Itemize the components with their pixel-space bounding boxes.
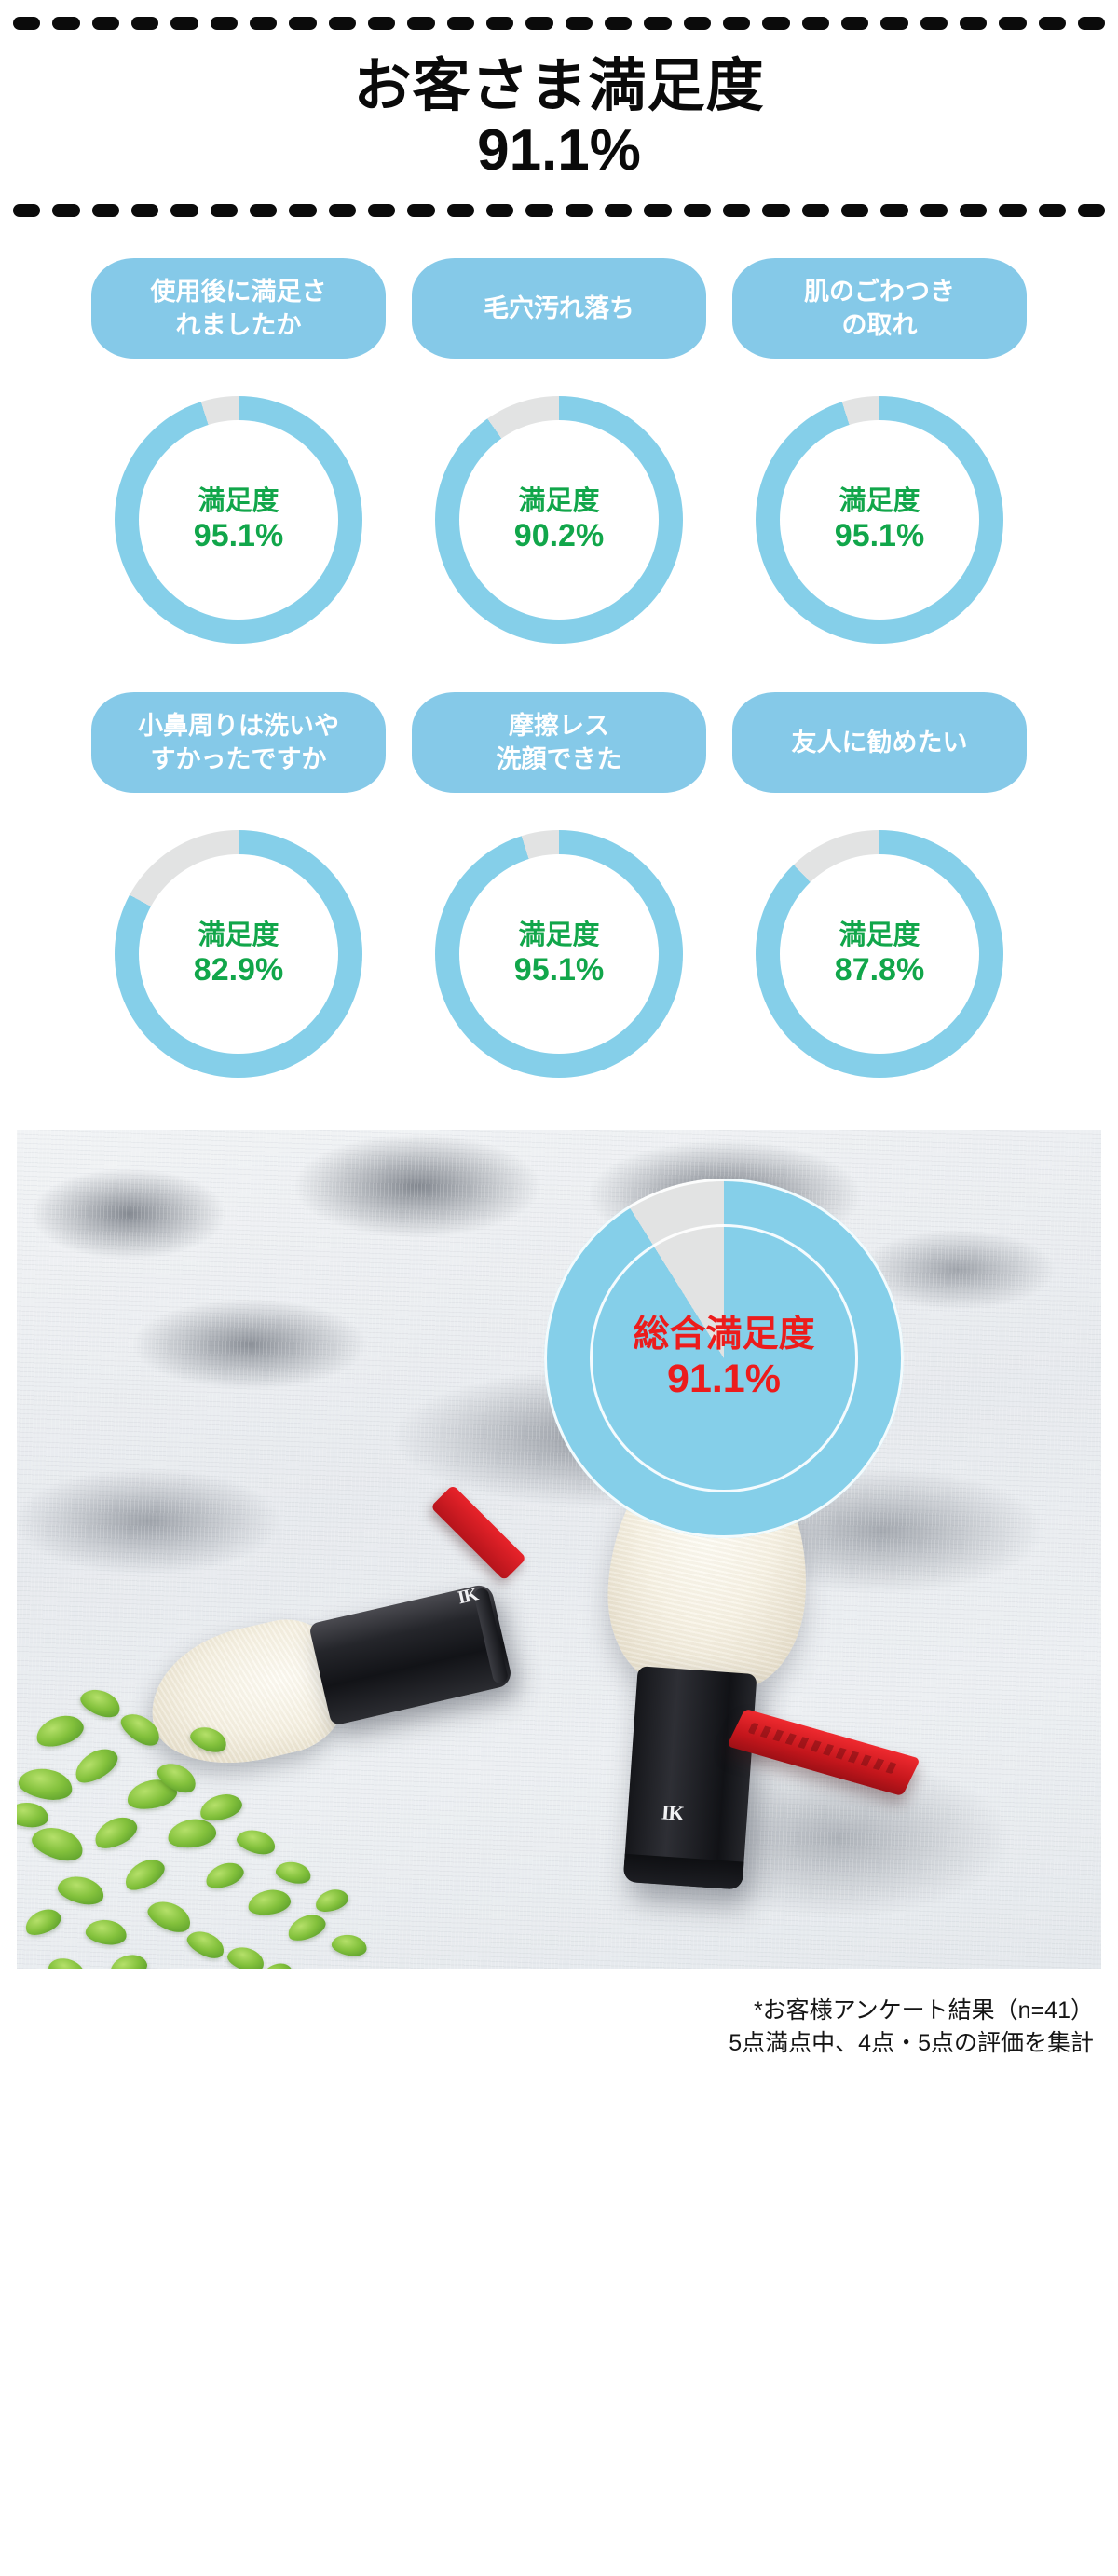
footnote-line-2: 5点満点中、4点・5点の評価を集計 xyxy=(729,2030,1094,2057)
donut-metric-label: 満足度 xyxy=(198,920,280,950)
donut-center-q6: 満足度 87.8% xyxy=(756,830,1003,1078)
leaf-icon xyxy=(69,1741,123,1789)
leaf-icon xyxy=(166,1816,218,1851)
leaf-icon xyxy=(312,1885,351,1915)
leaf-icon xyxy=(20,1903,65,1940)
leaf-icon xyxy=(284,1909,329,1945)
leaf-icon xyxy=(197,1790,245,1825)
leaf-icon xyxy=(225,1942,267,1969)
donut-chart-q6: 満足度 87.8% xyxy=(756,829,1003,1078)
brand-logo-icon: IK xyxy=(661,1800,685,1825)
donut-value: 90.2% xyxy=(513,517,605,553)
question-pill-q1: 使用後に満足さ れましたか xyxy=(91,257,386,359)
leaf-icon xyxy=(143,1895,196,1938)
green-foliage xyxy=(17,1680,399,1969)
footnote: *お客様アンケート結果（n=41） 5点満点中、4点・5点の評価を集計 xyxy=(0,1995,1118,2061)
donut-metric-label: 満足度 xyxy=(198,485,280,516)
donut-cell-q4: 満足度 82.9% xyxy=(91,829,386,1078)
leaf-icon xyxy=(202,1858,247,1893)
donut-hole xyxy=(459,853,659,1054)
overall-donut-chart: 総合満足度 91.1% xyxy=(544,1178,904,1538)
leaf-icon xyxy=(17,1800,50,1830)
question-pill-q5: 摩擦レス 洗顔できた xyxy=(412,691,706,793)
donut-center-q1: 満足度 95.1% xyxy=(115,396,362,644)
leaf-icon xyxy=(107,1951,150,1969)
question-pill-row-2: 小鼻周りは洗いや すかったですか 摩擦レス 洗顔できた 友人に勧めたい xyxy=(0,691,1118,793)
donut-value: 95.1% xyxy=(834,517,925,553)
donut-hole xyxy=(459,419,659,620)
leaf-icon xyxy=(17,1765,75,1804)
photo-background-fabric xyxy=(17,1129,1101,1969)
donut-value: 82.9% xyxy=(193,951,284,988)
footnote-line-1: *お客様アンケート結果（n=41） xyxy=(753,1997,1094,2024)
leaf-icon xyxy=(145,1968,184,1969)
leaf-icon xyxy=(28,1821,88,1866)
donut-chart-q1: 満足度 95.1% xyxy=(115,395,362,644)
leaf-icon xyxy=(116,1707,166,1751)
leaf-icon xyxy=(234,1825,279,1859)
leaf-icon xyxy=(119,1853,170,1896)
leaf-icon xyxy=(330,1931,369,1959)
overall-donut-ring xyxy=(544,1178,904,1538)
leaf-icon xyxy=(187,1722,230,1756)
leaf-icon xyxy=(32,1710,88,1752)
overall-donut-center: 総合満足度 91.1% xyxy=(544,1179,904,1538)
donut-hole xyxy=(139,853,338,1054)
donut-center-q4: 満足度 82.9% xyxy=(115,830,362,1078)
donut-cell-q3: 満足度 95.1% xyxy=(732,395,1027,644)
donut-cell-q2: 満足度 90.2% xyxy=(412,395,706,644)
donut-center-q2: 満足度 90.2% xyxy=(435,396,683,644)
leaf-icon xyxy=(55,1872,107,1909)
leaf-icon xyxy=(46,1953,89,1969)
leaf-icon xyxy=(76,1683,125,1723)
donut-row-2: 満足度 82.9% 満足度 95.1% 満足度 87.8% xyxy=(0,829,1118,1078)
donut-chart-q3: 満足度 95.1% xyxy=(756,395,1003,644)
donut-value: 95.1% xyxy=(513,951,605,988)
leaf-icon xyxy=(246,1887,293,1918)
leaf-icon xyxy=(274,1859,313,1887)
dashed-rule-bottom xyxy=(13,203,1106,217)
dashed-rule-top xyxy=(13,17,1106,30)
donut-chart-q5: 満足度 95.1% xyxy=(435,829,683,1078)
page-title-main: お客さま満足度 xyxy=(353,54,765,118)
overall-metric-label: 総合満足度 xyxy=(633,1315,815,1356)
donut-center-q3: 満足度 95.1% xyxy=(756,396,1003,644)
question-pill-q3: 肌のごわつき の取れ xyxy=(732,257,1027,359)
leaf-icon xyxy=(84,1916,129,1947)
donut-value: 95.1% xyxy=(193,517,284,553)
donut-value: 87.8% xyxy=(834,951,925,988)
question-pill-q6: 友人に勧めたい xyxy=(732,691,1027,793)
page-title: お客さま満足度 91.1% xyxy=(0,30,1118,204)
donut-metric-label: 満足度 xyxy=(838,485,920,516)
header: お客さま満足度 91.1% xyxy=(0,0,1118,217)
overall-value: 91.1% xyxy=(667,1356,781,1401)
question-pill-row-1: 使用後に満足さ れましたか 毛穴汚れ落ち 肌のごわつき の取れ xyxy=(0,257,1118,359)
donut-cell-q6: 満足度 87.8% xyxy=(732,829,1027,1078)
donut-row-1: 満足度 95.1% 満足度 90.2% 満足度 95.1% xyxy=(0,395,1118,644)
donut-cell-q5: 満足度 95.1% xyxy=(412,829,706,1078)
donut-chart-q4: 満足度 82.9% xyxy=(115,829,362,1078)
question-pill-q2: 毛穴汚れ落ち xyxy=(412,257,706,359)
page-title-percent: 91.1% xyxy=(477,118,641,184)
leaf-icon xyxy=(89,1810,142,1854)
leaf-icon xyxy=(183,1925,229,1963)
donut-metric-label: 満足度 xyxy=(838,920,920,950)
donut-metric-label: 満足度 xyxy=(518,485,600,516)
donut-cell-q1: 満足度 95.1% xyxy=(91,395,386,644)
product-photo: IK IK 総合満足度 91.1% xyxy=(17,1129,1101,1969)
donut-metric-label: 満足度 xyxy=(518,920,600,950)
donut-hole xyxy=(139,419,338,620)
brush-handle xyxy=(622,1666,757,1890)
donut-hole xyxy=(780,853,979,1054)
question-pill-q4: 小鼻周りは洗いや すかったですか xyxy=(91,691,386,793)
donut-center-q5: 満足度 95.1% xyxy=(435,830,683,1078)
donut-chart-q2: 満足度 90.2% xyxy=(435,395,683,644)
donut-hole xyxy=(780,419,979,620)
